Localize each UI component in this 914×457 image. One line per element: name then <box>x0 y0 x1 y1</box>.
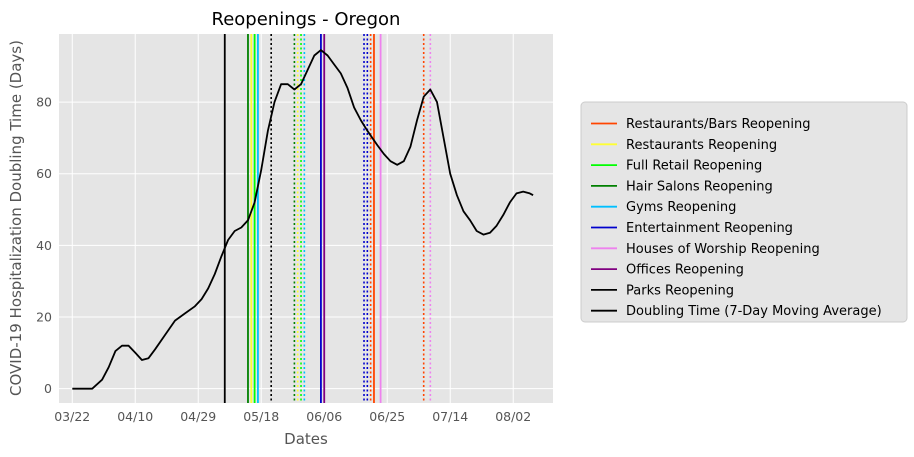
x-axis-label: Dates <box>284 430 328 448</box>
legend-label: Full Retail Reopening <box>626 159 762 174</box>
reopening-lines <box>223 34 432 403</box>
legend-box <box>580 101 908 323</box>
x-tick-label: 04/29 <box>180 409 216 424</box>
x-tick-label: 06/25 <box>369 409 405 424</box>
legend-label: Restaurants/Bars Reopening <box>626 117 810 132</box>
y-tick-label: 40 <box>36 238 52 253</box>
x-tick-label: 08/02 <box>495 409 531 424</box>
plot-background <box>59 34 553 403</box>
y-tick-label: 80 <box>36 95 52 110</box>
doubling-time-line <box>72 49 534 390</box>
legend-label: Entertainment Reopening <box>626 221 793 236</box>
x-tick-label: 03/22 <box>54 409 90 424</box>
x-tick-label: 06/06 <box>306 409 342 424</box>
y-tick-label: 0 <box>44 381 52 396</box>
y-tick-label: 60 <box>36 166 52 181</box>
legend: Restaurants/Bars Reopening Restaurants Re… <box>580 101 908 323</box>
legend-label: Restaurants Reopening <box>626 138 777 153</box>
x-tick-label: 04/10 <box>117 409 153 424</box>
chart-title: Reopenings - Oregon <box>212 9 401 30</box>
y-axis-label: COVID-19 Hospitalization Doubling Time (… <box>7 40 25 396</box>
legend-label: Parks Reopening <box>626 283 734 298</box>
y-tick-label: 20 <box>36 310 52 325</box>
y-tick-labels: 0 20 40 60 80 <box>36 95 52 397</box>
x-tick-label: 07/14 <box>432 409 468 424</box>
x-tick-labels: 03/22 04/10 04/29 05/18 06/06 06/25 07/14 08/02 <box>54 409 531 424</box>
legend-label: Offices Reopening <box>626 263 744 278</box>
legend-label: Hair Salons Reopening <box>626 179 773 194</box>
legend-label: Gyms Reopening <box>626 200 736 215</box>
x-tick-label: 05/18 <box>243 409 279 424</box>
legend-label: Houses of Worship Reopening <box>626 242 820 257</box>
legend-label: Doubling Time (7-Day Moving Average) <box>626 304 882 319</box>
